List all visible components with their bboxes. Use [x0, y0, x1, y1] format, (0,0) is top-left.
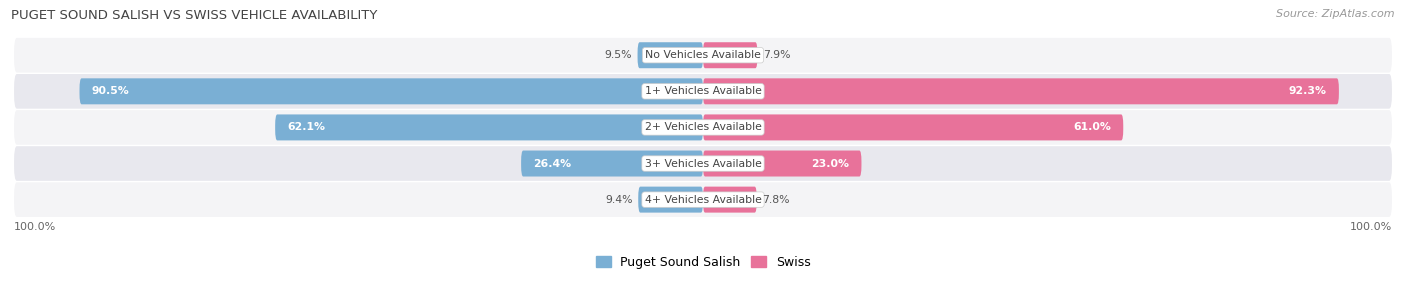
FancyBboxPatch shape [638, 187, 703, 212]
FancyBboxPatch shape [703, 78, 1339, 104]
FancyBboxPatch shape [703, 42, 758, 68]
Text: 26.4%: 26.4% [533, 158, 572, 168]
Legend: Puget Sound Salish, Swiss: Puget Sound Salish, Swiss [596, 256, 810, 269]
FancyBboxPatch shape [637, 42, 703, 68]
Text: 9.5%: 9.5% [605, 50, 633, 60]
Text: 100.0%: 100.0% [14, 222, 56, 232]
Text: 2+ Vehicles Available: 2+ Vehicles Available [644, 122, 762, 132]
Text: PUGET SOUND SALISH VS SWISS VEHICLE AVAILABILITY: PUGET SOUND SALISH VS SWISS VEHICLE AVAI… [11, 9, 378, 21]
Text: 7.8%: 7.8% [762, 194, 790, 204]
FancyBboxPatch shape [276, 114, 703, 140]
Text: 3+ Vehicles Available: 3+ Vehicles Available [644, 158, 762, 168]
Text: Source: ZipAtlas.com: Source: ZipAtlas.com [1277, 9, 1395, 19]
Text: 62.1%: 62.1% [288, 122, 326, 132]
Text: 23.0%: 23.0% [811, 158, 849, 168]
Text: 100.0%: 100.0% [1350, 222, 1392, 232]
Text: 4+ Vehicles Available: 4+ Vehicles Available [644, 194, 762, 204]
Text: No Vehicles Available: No Vehicles Available [645, 50, 761, 60]
FancyBboxPatch shape [14, 74, 1392, 109]
FancyBboxPatch shape [703, 187, 756, 212]
Text: 9.4%: 9.4% [605, 194, 633, 204]
Text: 90.5%: 90.5% [91, 86, 129, 96]
Text: 61.0%: 61.0% [1073, 122, 1111, 132]
FancyBboxPatch shape [14, 182, 1392, 217]
FancyBboxPatch shape [14, 38, 1392, 73]
FancyBboxPatch shape [80, 78, 703, 104]
Text: 1+ Vehicles Available: 1+ Vehicles Available [644, 86, 762, 96]
FancyBboxPatch shape [522, 150, 703, 176]
Text: 92.3%: 92.3% [1288, 86, 1326, 96]
FancyBboxPatch shape [703, 114, 1123, 140]
FancyBboxPatch shape [14, 110, 1392, 145]
FancyBboxPatch shape [703, 150, 862, 176]
FancyBboxPatch shape [14, 146, 1392, 181]
Text: 7.9%: 7.9% [763, 50, 790, 60]
